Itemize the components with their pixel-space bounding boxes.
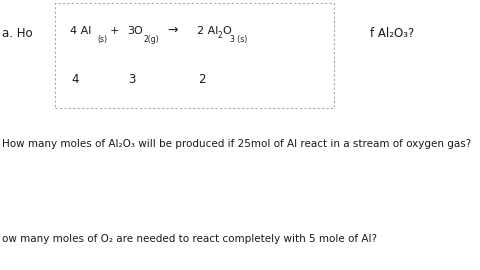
Text: f Al₂O₃?: f Al₂O₃? <box>370 27 414 40</box>
Text: →: → <box>167 24 178 37</box>
Text: 3: 3 <box>129 73 136 86</box>
Text: 2: 2 <box>198 73 206 86</box>
Text: 4: 4 <box>71 73 79 86</box>
Text: a. Ho: a. Ho <box>2 27 33 40</box>
Text: (s): (s) <box>97 35 108 44</box>
Text: 2: 2 <box>217 31 222 40</box>
Text: 2 Al: 2 Al <box>197 26 218 36</box>
Text: ow many moles of O₂ are needed to react completely with 5 mole of Al?: ow many moles of O₂ are needed to react … <box>2 234 377 244</box>
Text: 4 Al: 4 Al <box>70 26 91 36</box>
Text: O: O <box>222 26 231 36</box>
Text: +: + <box>109 26 119 36</box>
Text: How many moles of Al₂O₃ will be produced if 25mol of Al react in a stream of oxy: How many moles of Al₂O₃ will be produced… <box>2 139 472 150</box>
Text: 3 (s): 3 (s) <box>230 35 248 44</box>
Text: 2(g): 2(g) <box>143 35 159 44</box>
Text: 3O: 3O <box>127 26 143 36</box>
